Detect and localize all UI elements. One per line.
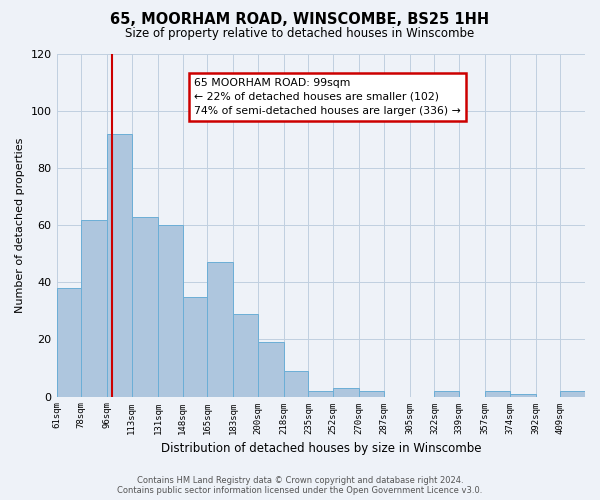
- Bar: [284, 371, 308, 396]
- Bar: [56, 288, 81, 397]
- Y-axis label: Number of detached properties: Number of detached properties: [15, 138, 25, 313]
- Text: Size of property relative to detached houses in Winscombe: Size of property relative to detached ho…: [125, 28, 475, 40]
- Bar: [81, 220, 107, 396]
- Bar: [107, 134, 132, 396]
- Bar: [434, 391, 459, 396]
- Bar: [258, 342, 284, 396]
- X-axis label: Distribution of detached houses by size in Winscombe: Distribution of detached houses by size …: [161, 442, 481, 455]
- Bar: [158, 226, 182, 396]
- Bar: [233, 314, 258, 396]
- Bar: [485, 391, 510, 396]
- Text: 65 MOORHAM ROAD: 99sqm
← 22% of detached houses are smaller (102)
74% of semi-de: 65 MOORHAM ROAD: 99sqm ← 22% of detached…: [194, 78, 461, 116]
- Bar: [359, 391, 384, 396]
- Bar: [333, 388, 359, 396]
- Bar: [510, 394, 536, 396]
- Bar: [560, 391, 585, 396]
- Bar: [207, 262, 233, 396]
- Text: Contains HM Land Registry data © Crown copyright and database right 2024.
Contai: Contains HM Land Registry data © Crown c…: [118, 476, 482, 495]
- Text: 65, MOORHAM ROAD, WINSCOMBE, BS25 1HH: 65, MOORHAM ROAD, WINSCOMBE, BS25 1HH: [110, 12, 490, 28]
- Bar: [132, 216, 158, 396]
- Bar: [182, 296, 207, 396]
- Bar: [308, 391, 333, 396]
